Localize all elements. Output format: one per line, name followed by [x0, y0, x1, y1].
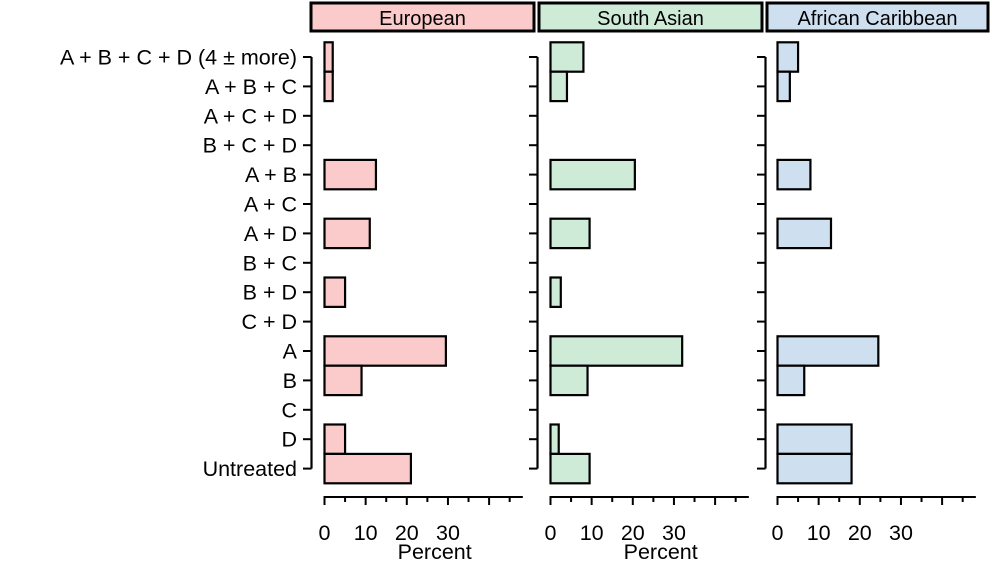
panel-header-label: African Caribbean — [797, 8, 957, 30]
panel-header — [309, 1, 536, 33]
category-label: B + C + D — [203, 134, 297, 158]
x-axis-tick-label: 20 — [395, 521, 419, 545]
bar — [776, 452, 853, 485]
bar — [549, 335, 684, 367]
bar — [323, 276, 347, 308]
x-axis-title: Percent — [624, 540, 698, 563]
bar — [549, 158, 636, 191]
bar — [323, 70, 334, 103]
x-axis-tick-label: 10 — [354, 521, 378, 545]
category-label: D — [281, 428, 297, 452]
bar — [776, 217, 833, 250]
x-axis-tick-label: 10 — [807, 521, 831, 545]
category-label: Untreated — [203, 457, 297, 481]
x-axis-tick-label: 0 — [545, 521, 557, 545]
category-label: B + C — [243, 251, 297, 275]
category-label: A + B + C + D (4 ± more) — [60, 46, 297, 70]
bar — [776, 41, 800, 73]
bar — [549, 70, 569, 103]
bar — [549, 364, 589, 397]
x-axis-tick-label: 20 — [848, 521, 872, 545]
x-axis-tick-label: 30 — [889, 521, 913, 545]
category-label: A + C + D — [204, 104, 297, 128]
x-axis-tick-label: 20 — [621, 521, 645, 545]
x-axis-tick-label: 0 — [772, 521, 784, 545]
bar — [323, 452, 413, 485]
bar — [776, 423, 853, 455]
panel-header — [537, 1, 764, 33]
bar — [549, 217, 591, 250]
x-axis-title: Percent — [398, 540, 472, 563]
category-label: A + B — [245, 163, 297, 187]
bar — [323, 423, 347, 455]
category-label: A + B + C — [205, 75, 297, 99]
bar — [323, 335, 447, 367]
bar — [776, 158, 812, 191]
category-label: C — [281, 398, 297, 422]
bar — [323, 364, 363, 397]
bar — [549, 452, 591, 485]
x-axis-tick-label: 30 — [436, 521, 460, 545]
bar — [776, 364, 806, 397]
category-label: B + D — [243, 281, 297, 305]
category-label: A + C — [244, 193, 297, 217]
x-axis-tick-label: 30 — [662, 521, 686, 545]
category-label: B — [283, 369, 297, 393]
x-axis-tick-label: 10 — [580, 521, 604, 545]
bar — [549, 41, 585, 73]
bar — [776, 335, 880, 367]
panel-header-label: European — [379, 8, 466, 30]
bar — [323, 217, 371, 250]
category-label: C + D — [241, 310, 297, 334]
bar — [776, 70, 791, 103]
bar — [323, 158, 378, 191]
bar — [323, 41, 334, 73]
category-label: A + D — [244, 222, 297, 246]
bar — [549, 423, 560, 455]
panel-header-label: South Asian — [597, 8, 704, 30]
category-label: A — [283, 340, 298, 364]
bar — [549, 276, 562, 308]
panel-header — [765, 1, 990, 33]
x-axis-tick-label: 0 — [319, 521, 331, 545]
